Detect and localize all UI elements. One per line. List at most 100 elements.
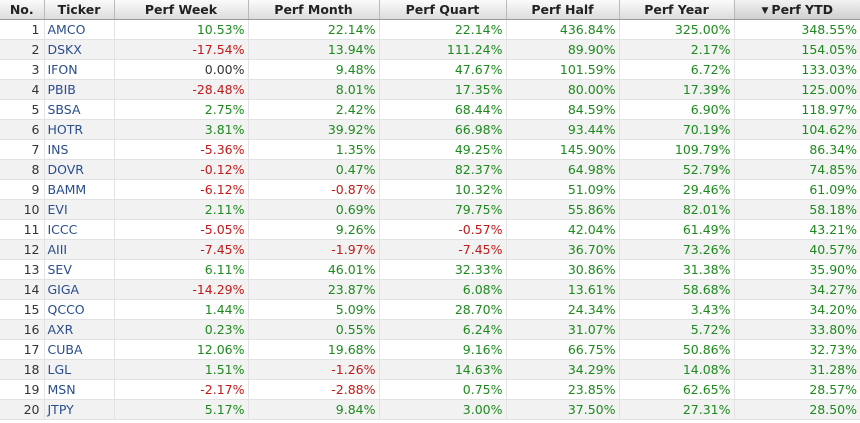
table-row[interactable]: 9 BAMM -6.12% -0.87% 10.32% 51.09% 29.46% 61.09… (0, 179, 860, 200)
perf-week-cell: -28.48% (114, 79, 249, 100)
table-row[interactable]: 1 AMCO 10.53% 22.14% 22.14% 436.84% 325.00% 348… (0, 19, 860, 40)
row-number: 2 (0, 39, 45, 60)
perf-quarter-cell: 49.25% (379, 139, 507, 160)
perf-month-cell: 0.47% (248, 159, 380, 180)
perf-year-cell: 73.26% (619, 239, 735, 260)
perf-quarter-cell: 3.00% (379, 399, 507, 420)
table-body: 1 AMCO 10.53% 22.14% 22.14% 436.84% 325.00% 348… (0, 19, 860, 420)
table-row[interactable]: 14 GIGA -14.29% 23.87% 6.08% 13.61% 58.68% 34.2… (0, 279, 860, 300)
table-row[interactable]: 19 MSN -2.17% -2.88% 0.75% 23.85% 62.65% 28.57% (0, 379, 860, 400)
ticker-link[interactable]: SBSA (47, 102, 81, 117)
perf-year-cell: 6.72% (619, 59, 735, 80)
perf-month-cell: 46.01% (248, 259, 380, 280)
perf-ytd-cell: 28.50% (734, 399, 860, 420)
ticker-link[interactable]: BAMM (47, 182, 87, 197)
ticker-cell: MSN (44, 379, 115, 400)
perf-quarter-cell: 32.33% (379, 259, 507, 280)
ticker-link[interactable]: IFON (47, 62, 78, 77)
column-header-ticker[interactable]: Ticker (44, 0, 115, 20)
column-header-no[interactable]: No. (0, 0, 45, 20)
ticker-link[interactable]: PBIB (47, 82, 76, 97)
perf-ytd-cell: 118.97% (734, 99, 860, 120)
ticker-link[interactable]: AIII (47, 242, 68, 257)
table-row[interactable]: 4 PBIB -28.48% 8.01% 17.35% 80.00% 17.39% 125.0… (0, 79, 860, 100)
ticker-link[interactable]: INS (47, 142, 69, 157)
table-row[interactable]: 16 AXR 0.23% 0.55% 6.24% 31.07% 5.72% 33.80% (0, 319, 860, 340)
perf-week-cell: 12.06% (114, 339, 249, 360)
perf-quarter-cell: 22.14% (379, 19, 507, 40)
perf-month-cell: 19.68% (248, 339, 380, 360)
table-row[interactable]: 20 JTPY 5.17% 9.84% 3.00% 37.50% 27.31% 28.50% (0, 399, 860, 420)
perf-half-cell: 31.07% (506, 319, 620, 340)
sort-desc-icon: ▼ (761, 6, 769, 16)
perf-half-cell: 36.70% (506, 239, 620, 260)
perf-half-cell: 55.86% (506, 199, 620, 220)
row-number: 5 (0, 99, 45, 120)
perf-quarter-cell: -7.45% (379, 239, 507, 260)
column-header-perf-week[interactable]: Perf Week (114, 0, 249, 20)
perf-half-cell: 34.29% (506, 359, 620, 380)
perf-week-cell: -5.05% (114, 219, 249, 240)
perf-week-cell: 6.11% (114, 259, 249, 280)
row-number: 12 (0, 239, 45, 260)
column-header-perf-half[interactable]: Perf Half (506, 0, 620, 20)
ticker-link[interactable]: CUBA (47, 342, 83, 357)
perf-year-cell: 58.68% (619, 279, 735, 300)
row-number: 10 (0, 199, 45, 220)
ticker-link[interactable]: HOTR (47, 122, 84, 137)
table-row[interactable]: 7 INS -5.36% 1.35% 49.25% 145.90% 109.79% 86.34… (0, 139, 860, 160)
table-row[interactable]: 2 DSKX -17.54% 13.94% 111.24% 89.90% 2.17% 154.… (0, 39, 860, 60)
ticker-link[interactable]: LGL (47, 362, 72, 377)
row-number: 1 (0, 19, 45, 40)
perf-week-cell: -17.54% (114, 39, 249, 60)
table-row[interactable]: 17 CUBA 12.06% 19.68% 9.16% 66.75% 50.86% 32.73… (0, 339, 860, 360)
perf-month-cell: 8.01% (248, 79, 380, 100)
ticker-link[interactable]: DOVR (47, 162, 84, 177)
ticker-link[interactable]: GIGA (47, 282, 80, 297)
perf-year-cell: 61.49% (619, 219, 735, 240)
column-header-perf-quarter[interactable]: Perf Quart (379, 0, 507, 20)
table-row[interactable]: 18 LGL 1.51% -1.26% 14.63% 34.29% 14.08% 31.28% (0, 359, 860, 380)
table-row[interactable]: 10 EVI 2.11% 0.69% 79.75% 55.86% 82.01% 58.18% (0, 199, 860, 220)
ticker-cell: GIGA (44, 279, 115, 300)
ticker-cell: JTPY (44, 399, 115, 420)
perf-month-cell: 22.14% (248, 19, 380, 40)
perf-quarter-cell: 14.63% (379, 359, 507, 380)
ticker-link[interactable]: EVI (47, 202, 68, 217)
ticker-link[interactable]: SEV (47, 262, 72, 277)
perf-quarter-cell: 6.08% (379, 279, 507, 300)
table-row[interactable]: 3 IFON 0.00% 9.48% 47.67% 101.59% 6.72% 133.03% (0, 59, 860, 80)
perf-quarter-cell: 0.75% (379, 379, 507, 400)
table-row[interactable]: 5 SBSA 2.75% 2.42% 68.44% 84.59% 6.90% 118.97% (0, 99, 860, 120)
table-row[interactable]: 8 DOVR -0.12% 0.47% 82.37% 64.98% 52.79% 74.85% (0, 159, 860, 180)
column-header-perf-ytd[interactable]: ▼ Perf YTD (734, 0, 860, 20)
row-number: 19 (0, 379, 45, 400)
perf-month-cell: 9.48% (248, 59, 380, 80)
table-row[interactable]: 13 SEV 6.11% 46.01% 32.33% 30.86% 31.38% 35.90% (0, 259, 860, 280)
ticker-cell: IFON (44, 59, 115, 80)
column-header-perf-year[interactable]: Perf Year (619, 0, 735, 20)
table-row[interactable]: 12 AIII -7.45% -1.97% -7.45% 36.70% 73.26% 40.5… (0, 239, 860, 260)
ticker-link[interactable]: JTPY (47, 402, 74, 417)
perf-half-cell: 64.98% (506, 159, 620, 180)
perf-ytd-cell: 348.55% (734, 19, 860, 40)
ticker-link[interactable]: QCCO (47, 302, 85, 317)
row-number: 3 (0, 59, 45, 80)
table-row[interactable]: 15 QCCO 1.44% 5.09% 28.70% 24.34% 3.43% 34.20% (0, 299, 860, 320)
perf-month-cell: 1.35% (248, 139, 380, 160)
row-number: 7 (0, 139, 45, 160)
ticker-link[interactable]: AMCO (47, 22, 86, 37)
row-number: 18 (0, 359, 45, 380)
ticker-cell: HOTR (44, 119, 115, 140)
ticker-link[interactable]: MSN (47, 382, 76, 397)
ticker-link[interactable]: ICCC (47, 222, 78, 237)
perf-half-cell: 23.85% (506, 379, 620, 400)
perf-ytd-cell: 104.62% (734, 119, 860, 140)
ticker-link[interactable]: DSKX (47, 42, 82, 57)
table-row[interactable]: 11 ICCC -5.05% 9.26% -0.57% 42.04% 61.49% 43.21… (0, 219, 860, 240)
column-header-perf-month[interactable]: Perf Month (248, 0, 380, 20)
perf-quarter-cell: 10.32% (379, 179, 507, 200)
perf-half-cell: 13.61% (506, 279, 620, 300)
table-row[interactable]: 6 HOTR 3.81% 39.92% 66.98% 93.44% 70.19% 104.62… (0, 119, 860, 140)
ticker-link[interactable]: AXR (47, 322, 74, 337)
